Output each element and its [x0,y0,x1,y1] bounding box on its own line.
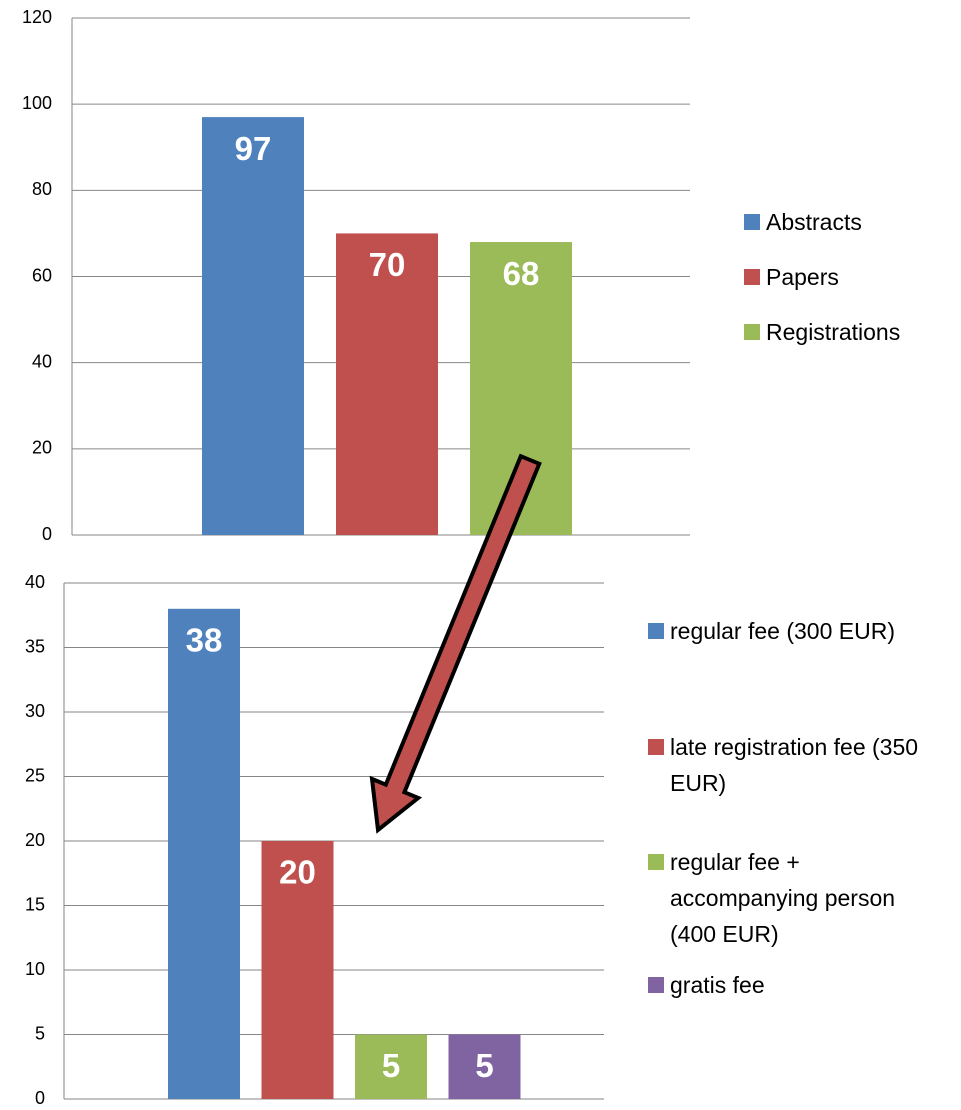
y-tick-label: 5 [35,1023,45,1043]
bar [168,608,240,1099]
y-tick-label: 25 [25,765,45,785]
legend-label: regular fee + accompanying person (400 E… [670,849,896,947]
bar [355,1034,427,1099]
bar [202,117,304,535]
legend-item: gratis fee [648,967,920,1003]
data-label: 70 [369,246,406,283]
legend-swatch [744,324,760,340]
legend-swatch [648,739,664,755]
y-tick-label: 0 [35,1088,45,1108]
y-tick-label: 120 [22,7,52,27]
legend-label: Papers [766,264,839,290]
data-label: 5 [382,1047,400,1084]
y-tick-label: 60 [32,265,52,285]
y-tick-label: 35 [25,636,45,656]
legend-item: late registration fee (350 EUR) [648,729,920,801]
legend-item: Abstracts [744,204,961,240]
legend-item: Registrations [744,314,961,350]
legend-label: late registration fee (350 EUR) [670,734,919,796]
y-tick-label: 40 [25,572,45,592]
data-label: 97 [235,130,272,167]
y-tick-label: 0 [42,524,52,544]
legend-swatch [648,623,664,639]
legend-label: Registrations [766,319,901,345]
y-tick-label: 100 [22,93,52,113]
y-tick-label: 20 [32,438,52,458]
data-label: 5 [475,1047,493,1084]
legend-item: Papers [744,259,961,295]
y-tick-label: 10 [25,959,45,979]
legend-label: gratis fee [670,972,765,998]
legend-swatch [744,269,760,285]
data-label: 38 [186,622,223,659]
legend-swatch [744,214,760,230]
bar [448,1034,521,1099]
legend-label: regular fee (300 EUR) [670,618,895,644]
y-tick-label: 15 [25,894,45,914]
data-label: 68 [503,255,540,292]
y-tick-label: 20 [25,830,45,850]
bar [336,233,438,535]
legend-item: regular fee (300 EUR) [648,613,920,649]
bar [261,841,334,1099]
data-label: 20 [279,854,316,891]
y-tick-label: 30 [25,701,45,721]
legend-swatch [648,854,664,870]
y-tick-label: 80 [32,179,52,199]
legend-label: Abstracts [766,209,862,235]
arrow [369,453,542,834]
legend-item: regular fee + accompanying person (400 E… [648,844,920,952]
legend-swatch [648,977,664,993]
y-tick-label: 40 [32,351,52,371]
